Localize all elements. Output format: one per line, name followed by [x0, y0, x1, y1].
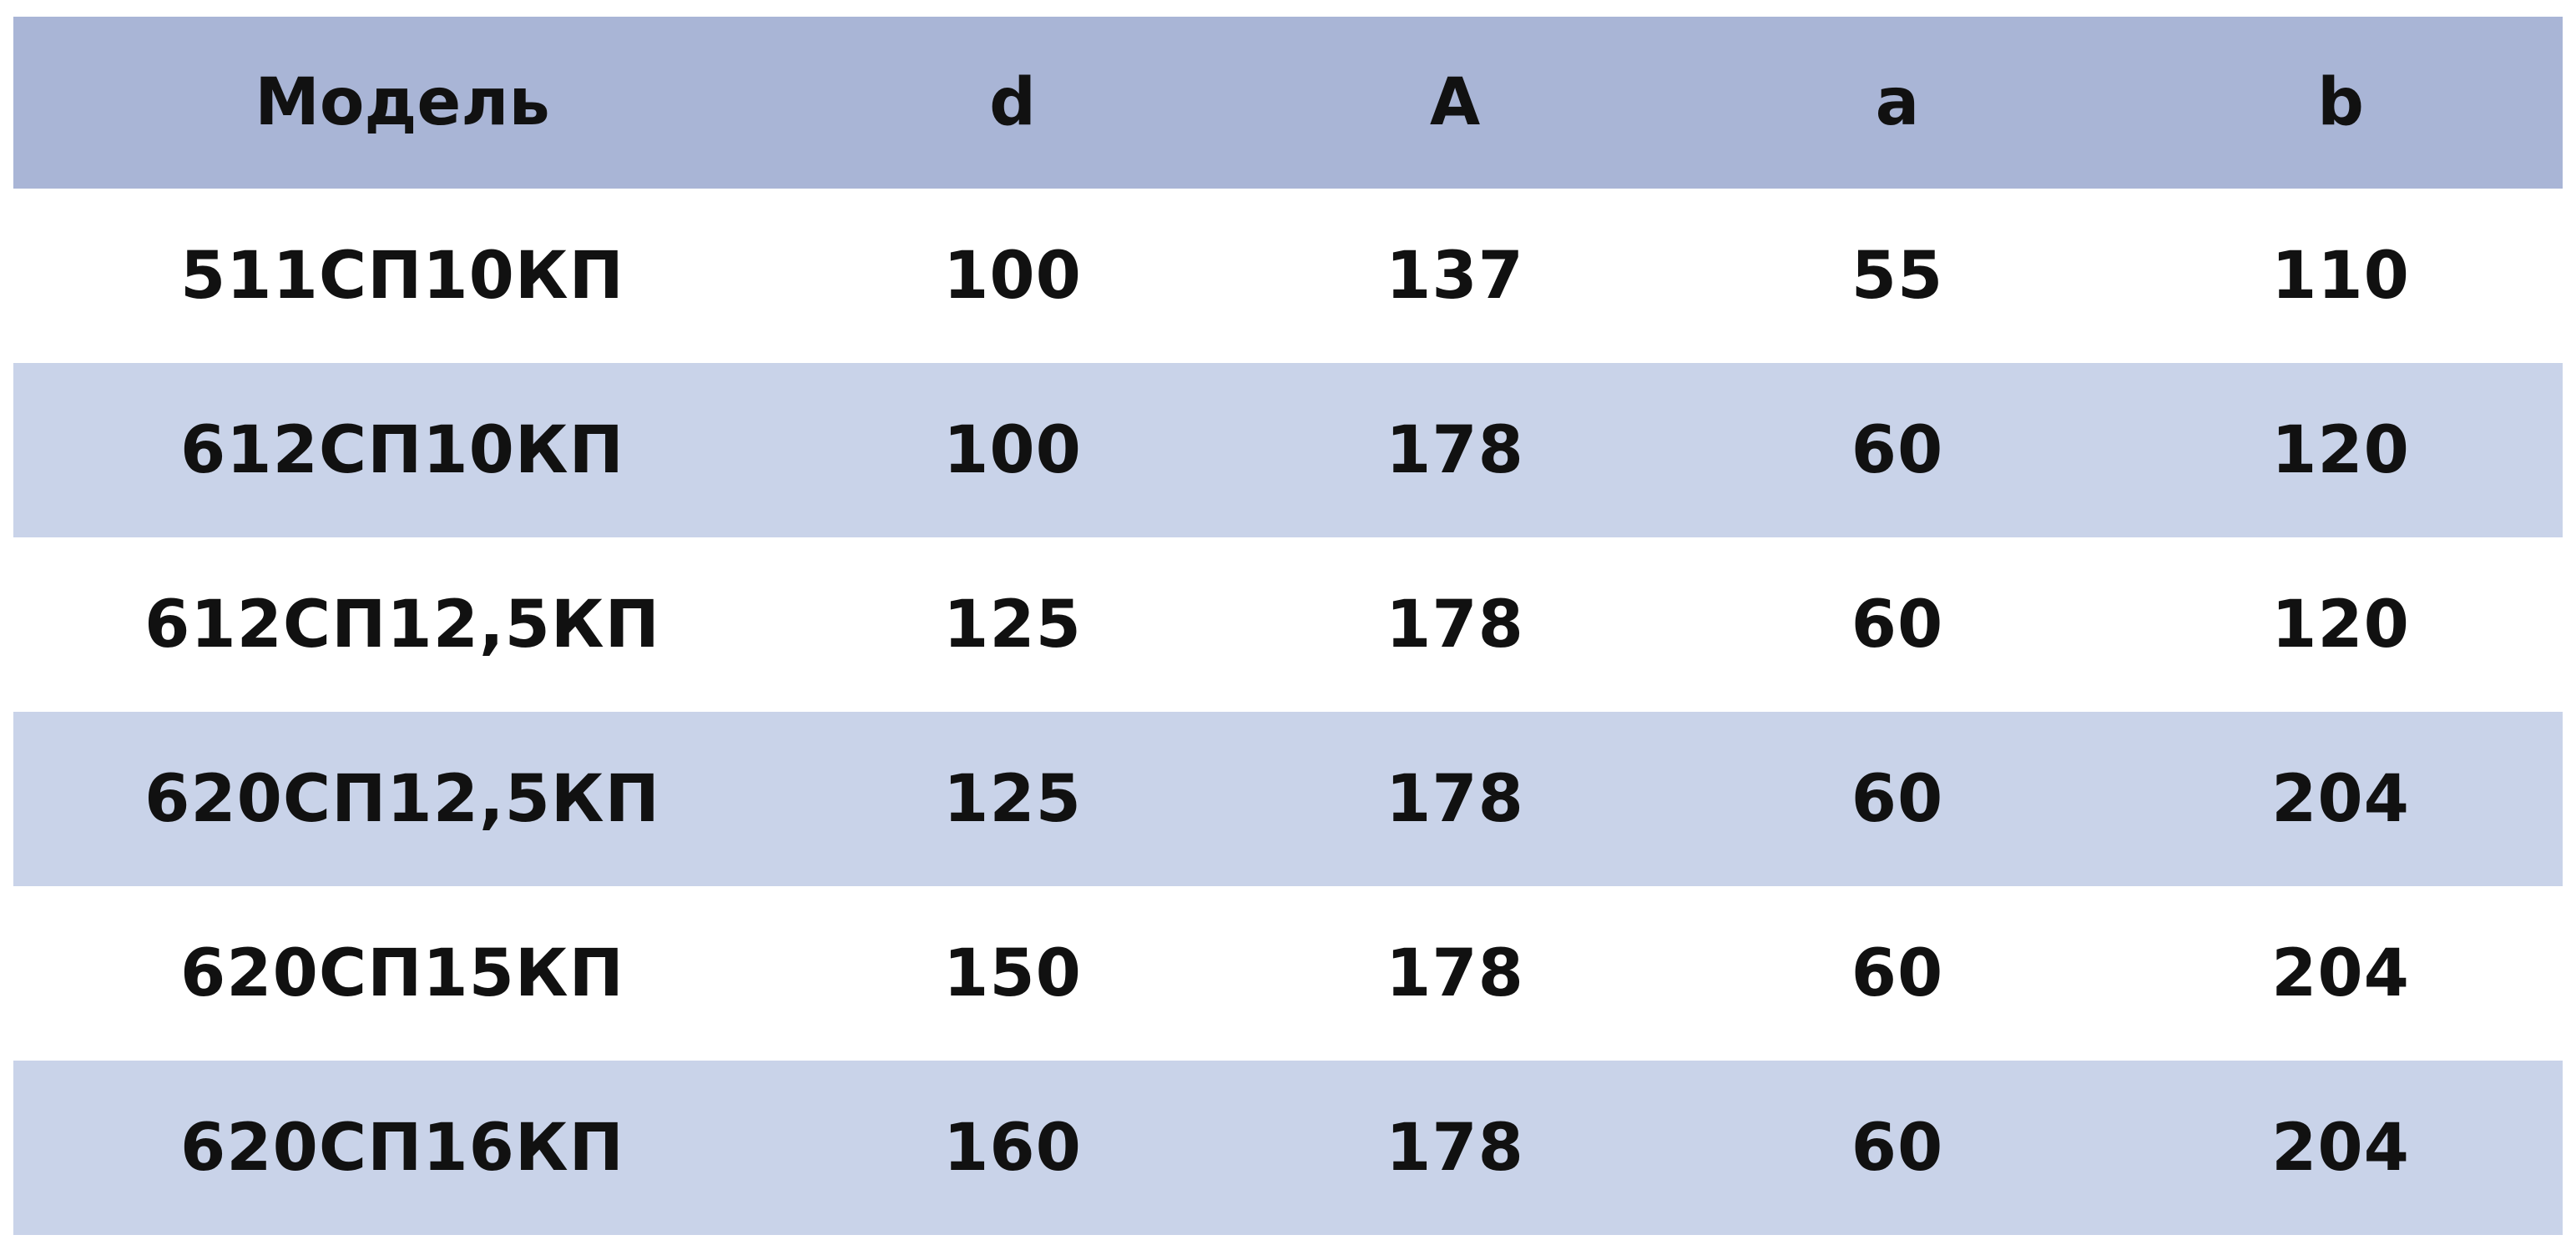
header-cell: a — [1875, 65, 1920, 140]
table-row: 612СП12,5КП 125 178 60 120 — [13, 537, 2563, 712]
table-row: 620СП15КП 150 178 60 204 — [13, 886, 2563, 1061]
header-cell: Модель — [255, 65, 550, 140]
value-cell: 60 — [1851, 761, 1944, 837]
header-cell: d — [989, 65, 1036, 140]
table-row: 612СП10КП 100 178 60 120 — [13, 363, 2563, 537]
value-cell: 125 — [943, 587, 1082, 663]
value-cell: 178 — [1386, 587, 1524, 663]
table-row: 511СП10КП 100 137 55 110 — [13, 189, 2563, 363]
value-cell: 120 — [2271, 412, 2410, 488]
value-cell: 178 — [1386, 935, 1524, 1011]
model-cell: 612СП10КП — [180, 412, 624, 488]
value-cell: 60 — [1851, 412, 1944, 488]
value-cell: 150 — [943, 935, 1082, 1011]
value-cell: 204 — [2271, 1110, 2410, 1186]
model-cell: 511СП10КП — [180, 238, 624, 314]
model-cell: 620СП12,5КП — [144, 761, 660, 837]
value-cell: 160 — [943, 1110, 1082, 1186]
value-cell: 60 — [1851, 587, 1944, 663]
value-cell: 178 — [1386, 761, 1524, 837]
table-row: 620СП16КП 160 178 60 204 — [13, 1061, 2563, 1235]
value-cell: 204 — [2271, 761, 2410, 837]
header-cell: A — [1429, 65, 1481, 140]
value-cell: 120 — [2271, 587, 2410, 663]
value-cell: 55 — [1851, 238, 1944, 314]
value-cell: 125 — [943, 761, 1082, 837]
value-cell: 178 — [1386, 1110, 1524, 1186]
value-cell: 100 — [943, 412, 1082, 488]
value-cell: 60 — [1851, 1110, 1944, 1186]
value-cell: 204 — [2271, 935, 2410, 1011]
value-cell: 137 — [1386, 238, 1524, 314]
model-cell: 612СП12,5КП — [144, 587, 660, 663]
model-cell: 620СП16КП — [180, 1110, 624, 1186]
value-cell: 178 — [1386, 412, 1524, 488]
value-cell: 110 — [2271, 238, 2410, 314]
model-cell: 620СП15КП — [180, 935, 624, 1011]
table-row: 620СП12,5КП 125 178 60 204 — [13, 712, 2563, 886]
value-cell: 60 — [1851, 935, 1944, 1011]
value-cell: 100 — [943, 238, 1082, 314]
header-cell: b — [2317, 65, 2364, 140]
